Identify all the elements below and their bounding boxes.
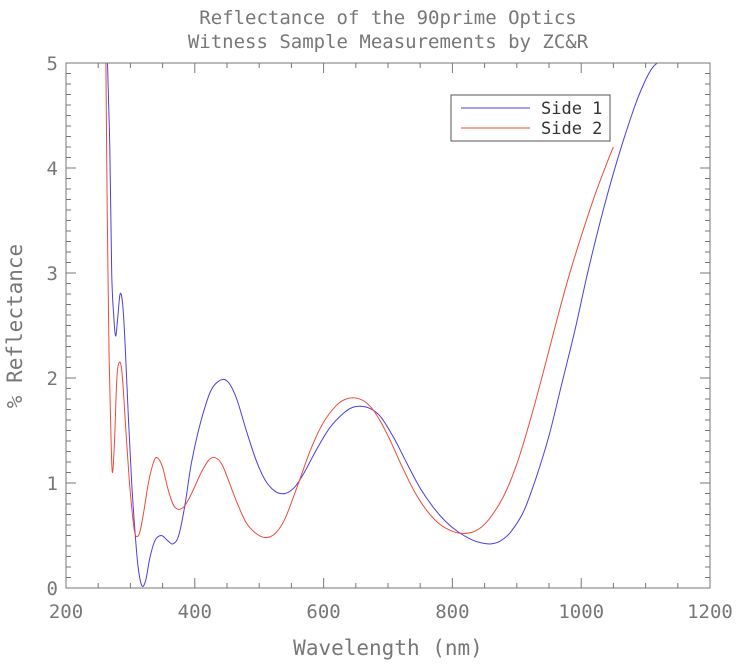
y-tick-label: 2 (47, 368, 58, 390)
x-tick-label: 1000 (558, 601, 604, 623)
y-tick-label: 1 (47, 473, 58, 495)
legend-label-side-1: Side 1 (541, 99, 602, 119)
chart-subtitle: Witness Sample Measurements by ZC&R (188, 31, 589, 53)
series-line-side-1 (106, 63, 658, 587)
y-tick-label: 5 (47, 53, 58, 75)
legend-label-side-2: Side 2 (541, 119, 602, 139)
legend: Side 1 Side 2 (450, 94, 611, 142)
y-axis-label: % Reflectance (3, 244, 27, 408)
y-tick-label: 4 (47, 158, 58, 180)
y-tick-label: 0 (47, 578, 58, 600)
tick-labels: 200 400 600 800 1000 1200 0 1 2 3 4 5 (47, 53, 733, 623)
x-tick-label: 200 (49, 601, 83, 623)
x-tick-label: 400 (178, 601, 212, 623)
series-lines (105, 63, 658, 587)
x-tick-label: 600 (306, 601, 340, 623)
series-line-side-2 (105, 63, 614, 539)
x-tick-label: 800 (435, 601, 469, 623)
y-tick-label: 3 (47, 263, 58, 285)
plot-frame (65, 62, 711, 589)
x-tick-label: 1200 (687, 601, 733, 623)
axis-ticks (65, 62, 711, 589)
chart-title: Reflectance of the 90prime Optics (199, 7, 577, 29)
x-axis-label: Wavelength (nm) (293, 636, 483, 660)
legend-box (450, 94, 611, 142)
